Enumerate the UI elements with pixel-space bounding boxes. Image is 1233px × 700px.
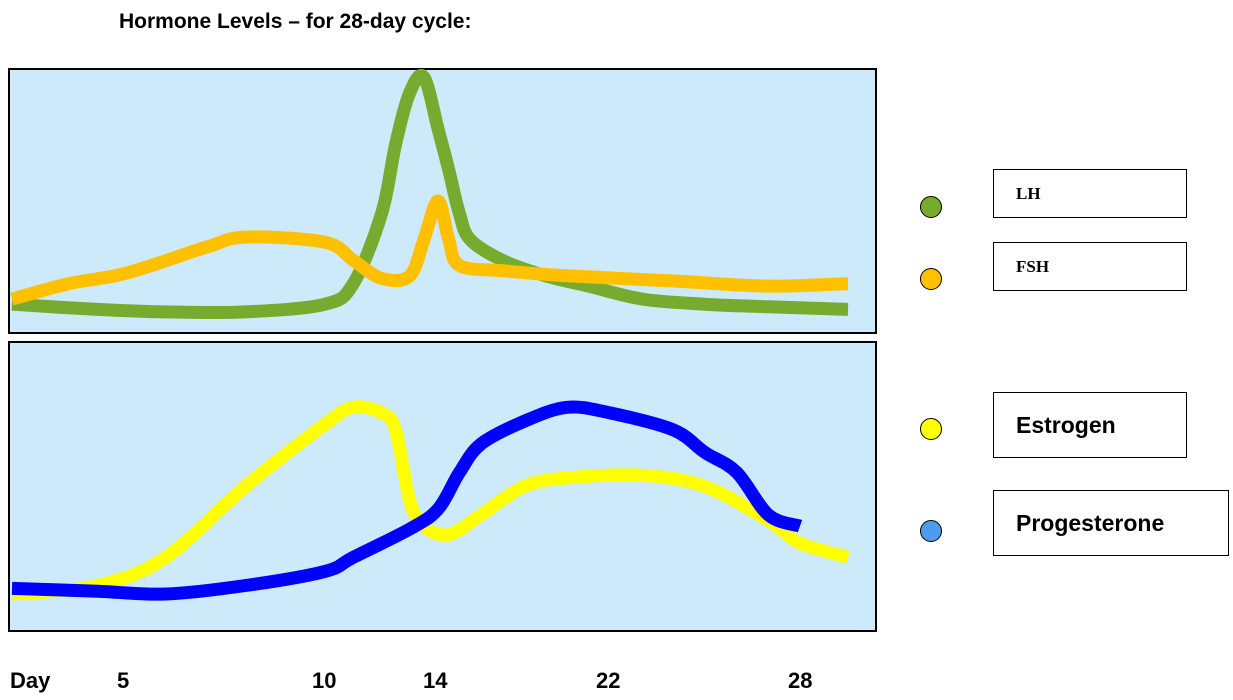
x-tick-label: 28 — [788, 668, 813, 693]
legend-swatch-progesterone — [920, 520, 942, 542]
legend-label-lh: LH — [993, 169, 1187, 218]
legend-swatch-estrogen — [920, 418, 942, 440]
x-tick-label: 10 — [312, 668, 337, 693]
plot-panel-bottom — [8, 341, 877, 632]
x-tick-label: 22 — [596, 668, 621, 693]
legend-label-progesterone: Progesterone — [993, 490, 1229, 556]
x-axis-label: Day — [10, 668, 51, 693]
x-tick-label: 14 — [423, 668, 448, 693]
series-line-progesterone — [11, 400, 803, 601]
series-line-estrogen — [11, 400, 850, 601]
chart-title: Hormone Levels – for 28-day cycle: — [119, 10, 472, 33]
legend-swatch-lh — [920, 196, 942, 218]
series-line-fsh — [10, 194, 849, 306]
legend-swatch-fsh — [920, 268, 942, 290]
series-line-lh — [11, 69, 849, 320]
legend-label-estrogen: Estrogen — [993, 392, 1187, 458]
legend-label-fsh: FSH — [993, 242, 1187, 291]
x-tick-label: 5 — [117, 668, 130, 693]
